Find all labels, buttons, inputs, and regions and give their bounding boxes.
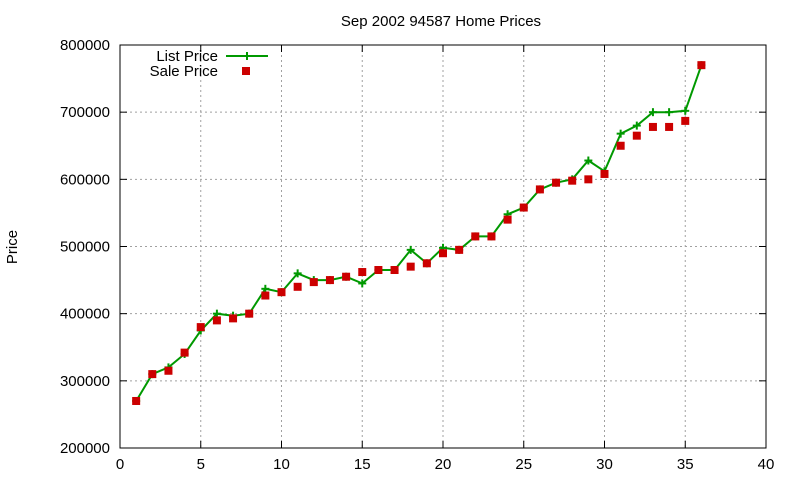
sale-price-point bbox=[212, 316, 221, 325]
sale-price-point bbox=[196, 323, 205, 332]
sale-price-point bbox=[455, 245, 464, 254]
x-tick-label: 30 bbox=[596, 456, 613, 473]
sale-price-point bbox=[552, 178, 561, 187]
sale-price-point bbox=[277, 288, 286, 297]
y-tick-label: 200000 bbox=[60, 440, 110, 457]
sale-price-point bbox=[374, 266, 383, 275]
list-price-point bbox=[632, 121, 641, 130]
legend-marker-list-price bbox=[243, 52, 251, 60]
sale-price-point bbox=[358, 268, 367, 277]
plot-border bbox=[119, 44, 767, 449]
sale-price-point bbox=[600, 169, 609, 178]
list-price-point bbox=[212, 309, 221, 318]
legend-label-sale-price: Sale Price bbox=[150, 63, 218, 80]
sale-price-point bbox=[293, 282, 302, 291]
sale-price-point bbox=[229, 314, 238, 323]
sale-price-point bbox=[568, 176, 577, 185]
tick-labels: 0 5 10 15 20 25 30 35 40 200000 300000 400000 500000… bbox=[60, 37, 774, 473]
sale-price-point bbox=[681, 116, 690, 125]
y-tick-label: 400000 bbox=[60, 306, 110, 323]
y-tick-label: 500000 bbox=[60, 239, 110, 256]
x-tick-label: 10 bbox=[273, 456, 290, 473]
legend-marker-sale-price bbox=[242, 67, 250, 75]
sale-price-point bbox=[471, 232, 480, 241]
sale-price-point bbox=[535, 185, 544, 194]
sale-price-point bbox=[422, 259, 431, 268]
list-price-point bbox=[616, 129, 625, 138]
sale-price-point bbox=[164, 366, 173, 375]
list-price-point bbox=[358, 279, 367, 288]
list-price-point bbox=[681, 106, 690, 115]
sale-price-point bbox=[665, 122, 674, 131]
sale-price-point bbox=[584, 175, 593, 184]
sale-price-point bbox=[325, 276, 334, 285]
sale-price-point bbox=[342, 272, 351, 281]
sale-price-point bbox=[261, 291, 270, 300]
sale-price-point bbox=[148, 370, 157, 379]
sale-price-point bbox=[390, 266, 399, 275]
sale-price-point bbox=[503, 215, 512, 224]
y-tick-label: 700000 bbox=[60, 104, 110, 121]
sale-price-point bbox=[439, 249, 447, 258]
x-tick-label: 5 bbox=[197, 456, 205, 473]
sale-price-point bbox=[309, 278, 318, 287]
sale-price-point bbox=[648, 122, 657, 131]
sale-price-point bbox=[616, 141, 625, 150]
list-price-point bbox=[261, 284, 270, 293]
sale-price-point bbox=[697, 61, 706, 70]
list-price-point bbox=[665, 108, 674, 117]
sale-price-point bbox=[180, 348, 189, 357]
x-tick-label: 0 bbox=[116, 456, 124, 473]
y-tick-label: 600000 bbox=[60, 171, 110, 188]
list-price-point bbox=[293, 269, 302, 278]
list-price-point bbox=[648, 108, 657, 117]
x-tick-label: 40 bbox=[758, 456, 775, 473]
x-tick-label: 15 bbox=[354, 456, 371, 473]
x-tick-label: 20 bbox=[435, 456, 452, 473]
list-price-point bbox=[584, 156, 593, 165]
sale-price-point bbox=[487, 232, 496, 241]
sale-price-point bbox=[245, 309, 254, 318]
sale-price-point bbox=[632, 131, 641, 140]
series-markers bbox=[132, 61, 706, 405]
y-axis-label: Price bbox=[4, 230, 21, 264]
sale-price-point bbox=[519, 203, 528, 212]
legend: List Price Sale Price bbox=[150, 48, 268, 80]
sale-price-point bbox=[406, 262, 415, 271]
chart-title: Sep 2002 94587 Home Prices bbox=[341, 13, 541, 30]
y-tick-label: 300000 bbox=[60, 373, 110, 390]
list-price-point bbox=[406, 245, 415, 254]
legend-label-list-price: List Price bbox=[156, 48, 218, 65]
x-tick-label: 35 bbox=[677, 456, 694, 473]
y-tick-label: 800000 bbox=[60, 37, 110, 54]
sale-price-point bbox=[132, 396, 141, 405]
x-tick-label: 25 bbox=[515, 456, 532, 473]
